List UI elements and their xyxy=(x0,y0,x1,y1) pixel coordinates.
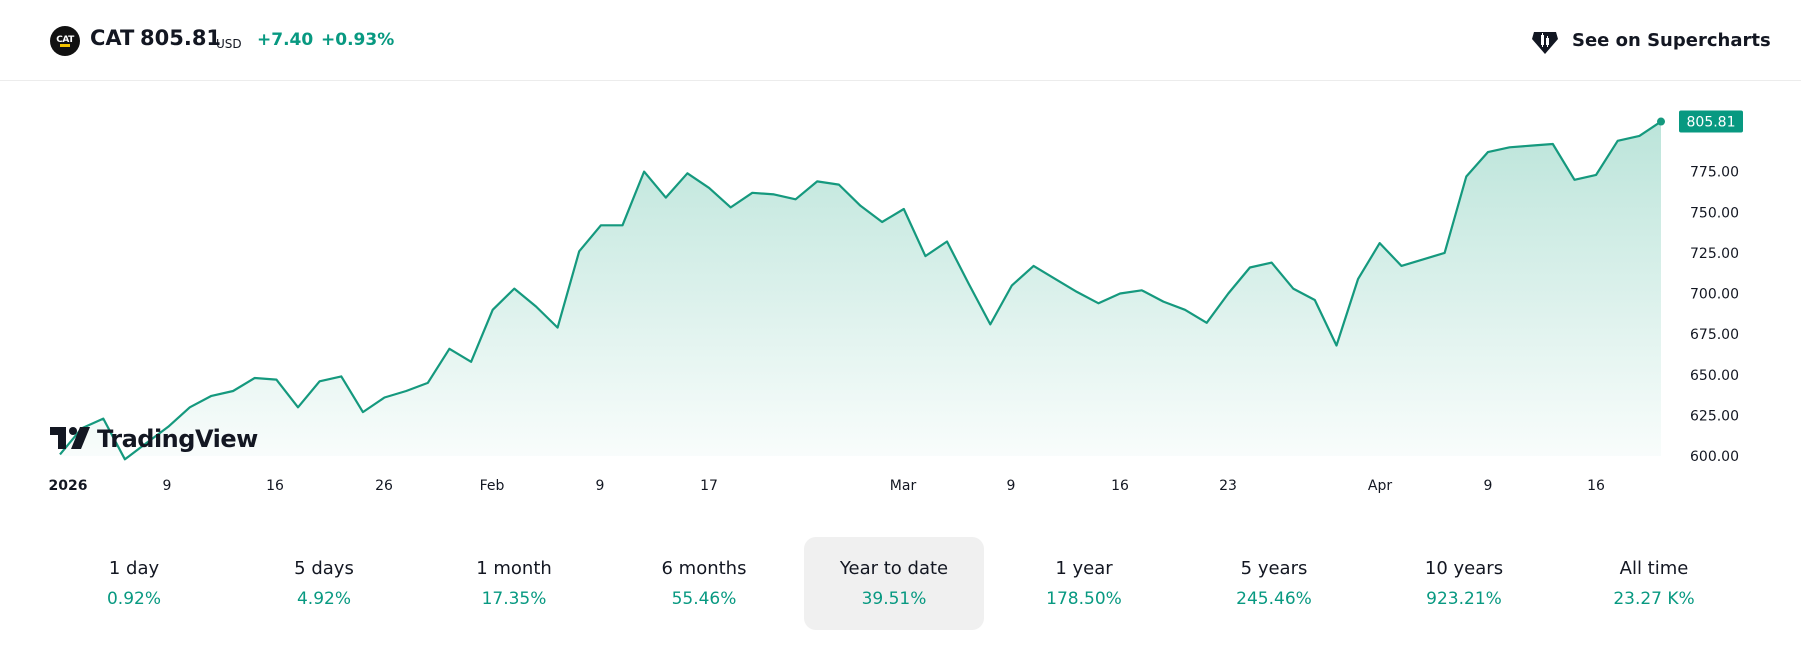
price-change: +7.40 xyxy=(257,30,314,50)
cat-logo: CAT xyxy=(50,26,80,56)
x-tick-label: 2026 xyxy=(49,478,88,494)
x-tick-label: 17 xyxy=(700,478,718,494)
period-selector: 1 day 0.92% 5 days 4.92% 1 month 17.35% 6 m… xyxy=(44,537,1758,630)
x-tick-label: 9 xyxy=(1484,478,1493,494)
y-tick-label: 700.00 xyxy=(1690,287,1739,303)
x-tick-label: Feb xyxy=(480,478,505,494)
period-label: 1 month xyxy=(476,558,552,579)
logo-text: CAT xyxy=(56,35,74,45)
x-tick-label: Apr xyxy=(1368,478,1392,494)
period-label: 1 year xyxy=(1055,558,1113,579)
y-tick-label: 675.00 xyxy=(1690,327,1739,343)
symbol-name[interactable]: CAT xyxy=(90,26,135,50)
x-tick-label: 9 xyxy=(163,478,172,494)
period-label: All time xyxy=(1619,558,1689,579)
period-label: 5 days xyxy=(294,558,354,579)
x-tick-label: 23 xyxy=(1219,478,1237,494)
tradingview-watermark: TradingView xyxy=(97,425,258,453)
y-tick-label: 725.00 xyxy=(1690,246,1739,262)
period-label: 10 years xyxy=(1424,558,1504,579)
x-tick-label: 9 xyxy=(596,478,605,494)
y-tick-label: 625.00 xyxy=(1690,408,1739,424)
period-return: 39.51% xyxy=(861,589,927,609)
price-line xyxy=(59,120,1662,461)
x-tick-label: Mar xyxy=(890,478,917,494)
y-tick-label: 750.00 xyxy=(1690,205,1739,221)
period-label: 1 day xyxy=(108,558,160,579)
period-return: 4.92% xyxy=(296,589,351,609)
x-tick-label: 26 xyxy=(375,478,393,494)
period-return: 17.35% xyxy=(481,589,547,609)
y-tick-label: 600.00 xyxy=(1690,449,1739,465)
period-5-days[interactable]: 5 days 4.92% xyxy=(234,537,414,630)
last-value-badge xyxy=(1679,110,1743,133)
period-return: 923.21% xyxy=(1426,589,1502,609)
period-return: 23.27 K% xyxy=(1613,589,1695,609)
period-10-years[interactable]: 10 years 923.21% xyxy=(1374,537,1554,630)
price-change-percent: +0.93% xyxy=(321,30,395,50)
x-tick-label: 16 xyxy=(1587,478,1605,494)
currency-label: USD xyxy=(216,37,242,51)
last-price-point xyxy=(1657,117,1665,126)
period-6-months[interactable]: 6 months 55.46% xyxy=(614,537,794,630)
tradingview-logo-icon xyxy=(50,427,90,449)
last-price: 805.81 xyxy=(140,26,222,50)
y-tick-label: 650.00 xyxy=(1690,368,1739,384)
period-label: 6 months xyxy=(661,558,747,579)
period-5-years[interactable]: 5 years 245.46% xyxy=(1184,537,1364,630)
x-tick-label: 16 xyxy=(266,478,284,494)
period-return: 0.92% xyxy=(106,589,161,609)
period-label: Year to date xyxy=(839,558,949,579)
x-tick-label: 9 xyxy=(1007,478,1016,494)
price-chart[interactable]: 600.00 625.00 650.00 675.00 700.00 725.00 750.… xyxy=(0,82,1801,507)
period-label: 5 years xyxy=(1240,558,1308,579)
period-1-day[interactable]: 1 day 0.92% xyxy=(44,537,224,630)
candlestick-icon[interactable] xyxy=(1530,26,1560,56)
y-tick-label: 775.00 xyxy=(1690,165,1739,181)
symbol-header: CAT CAT 805.81 USD +7.40 +0.93% See on S… xyxy=(0,0,1801,81)
period-1-year[interactable]: 1 year 178.50% xyxy=(994,537,1174,630)
see-on-supercharts-link[interactable]: See on Supercharts xyxy=(1572,30,1771,51)
period-1-month[interactable]: 1 month 17.35% xyxy=(424,537,604,630)
x-tick-label: 16 xyxy=(1111,478,1129,494)
price-area-fill xyxy=(60,121,1661,460)
last-value-label: 805.81 xyxy=(1687,115,1736,131)
period-return: 55.46% xyxy=(671,589,737,609)
period-return: 178.50% xyxy=(1046,589,1122,609)
period-all-time[interactable]: All time 23.27 K% xyxy=(1564,537,1744,630)
period-return: 245.46% xyxy=(1236,589,1312,609)
period-year-to-date[interactable]: Year to date 39.51% xyxy=(804,537,984,630)
